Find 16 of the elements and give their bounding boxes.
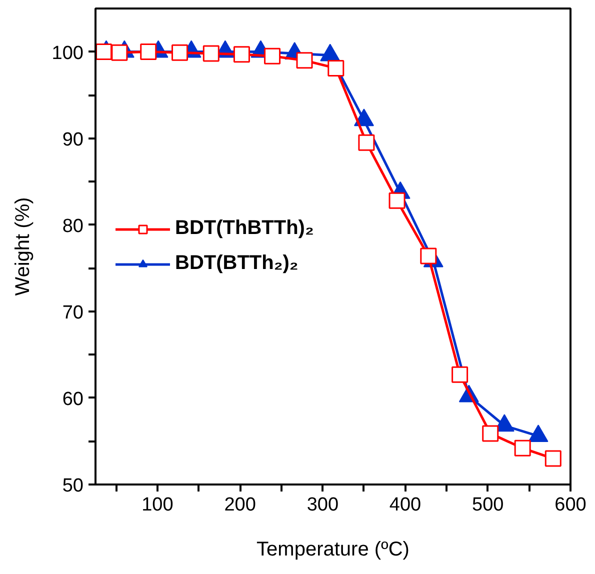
y-tick-label: 80 <box>62 216 84 237</box>
x-axis-title: Temperature (ºC) <box>256 538 410 560</box>
x-tick-label: 200 <box>224 494 256 516</box>
x-tick-label: 400 <box>389 494 422 516</box>
x-tick-label: 300 <box>306 494 339 516</box>
y-tick-label: 100 <box>52 42 84 64</box>
legend-label: BDT(ThBTTh)₂ <box>175 217 314 240</box>
y-tick-label: 70 <box>62 302 84 324</box>
y-tick-label: 90 <box>62 129 84 150</box>
y-tick-label: 50 <box>62 476 84 496</box>
x-tick-label: 100 <box>142 494 174 516</box>
x-tick-label: 500 <box>472 494 504 516</box>
y-tick-label: 60 <box>62 388 84 410</box>
y-axis-title: Weight (%) <box>12 197 34 296</box>
legend-label: BDT(BTTh₂)₂ <box>175 252 298 275</box>
x-tick-label: 600 <box>554 494 586 516</box>
